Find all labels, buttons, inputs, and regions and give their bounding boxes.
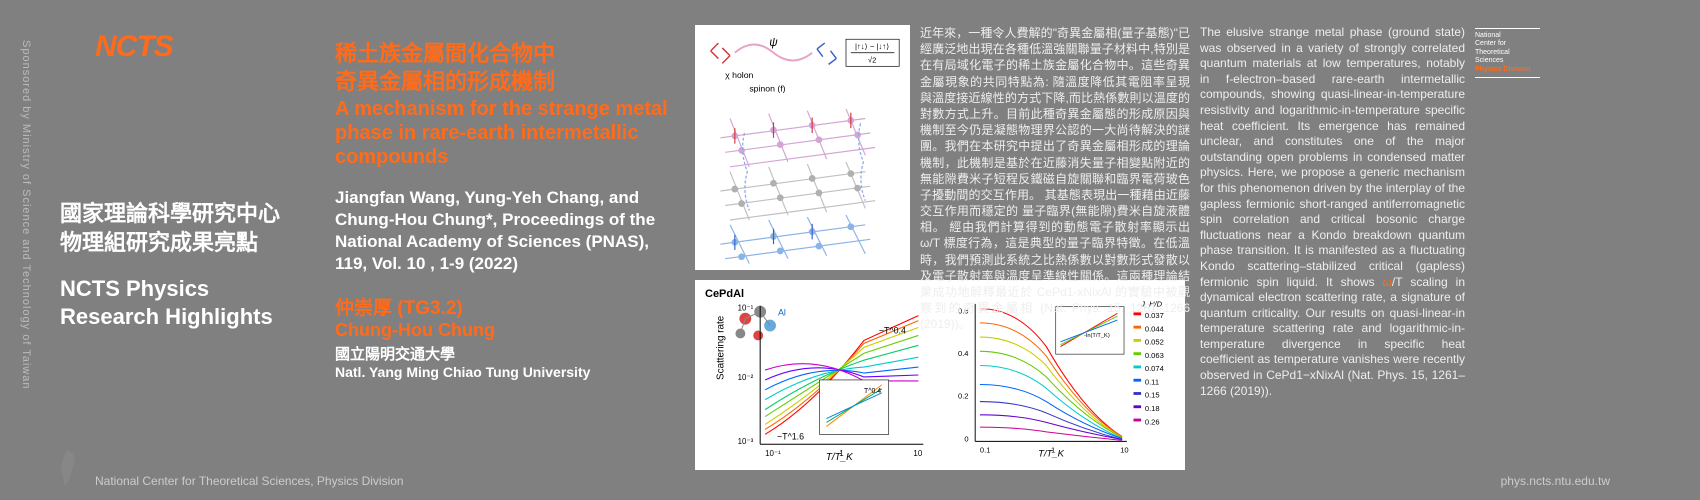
plot-panel-a: CePdAl Al Scattering rate T/T_K 10⁻¹ 10⁻… <box>701 286 938 464</box>
pi-name-en: Chung-Hou Chung <box>335 320 675 341</box>
ncts-badge: National Center for Theoretical Sciences… <box>1475 28 1540 78</box>
title-en: A mechanism for the strange metal phase … <box>335 97 675 169</box>
svg-text:0.11: 0.11 <box>1145 377 1159 386</box>
ncts-logo: NCTS <box>95 30 173 64</box>
svg-text:√2: √2 <box>868 55 877 64</box>
authors-citation: Jiangfan Wang, Yung-Yeh Chang, and Chung… <box>335 187 675 275</box>
svg-text:0.18: 0.18 <box>1145 404 1160 413</box>
org-name-en: NCTS Physics Research Highlights <box>60 275 330 330</box>
taiwan-icon <box>55 448 85 488</box>
svg-text:10⁻²: 10⁻² <box>738 373 754 382</box>
affiliation-en: Natl. Yang Ming Chiao Tung University <box>335 364 675 380</box>
title-zh: 稀土族金屬間化合物中 奇異金屬相的形成機制 <box>335 40 675 95</box>
svg-text:0.052: 0.052 <box>1145 338 1164 347</box>
organization-block: 國家理論科學研究中心 物理組研究成果亮點 NCTS Physics Resear… <box>60 200 330 330</box>
svg-text:0.26: 0.26 <box>1145 417 1160 426</box>
svg-text:Scattering rate: Scattering rate <box>716 315 727 380</box>
svg-text:~T^1.6: ~T^1.6 <box>777 431 804 441</box>
svg-text:0.2: 0.2 <box>958 392 969 401</box>
svg-text:10⁻¹: 10⁻¹ <box>765 449 781 458</box>
figure-schematic: ψ |↑↓⟩ − |↓↑⟩ √2 χ holon spinon (f) <box>695 25 910 270</box>
org-name-zh: 國家理論科學研究中心 物理組研究成果亮點 <box>60 200 330 257</box>
footer-org: National Center for Theoretical Sciences… <box>95 474 404 488</box>
svg-text:10: 10 <box>913 449 922 458</box>
svg-text:1: 1 <box>839 449 844 458</box>
title-block: 稀土族金屬間化合物中 奇異金屬相的形成機制 A mechanism for th… <box>335 40 675 380</box>
svg-text:ψ: ψ <box>769 36 778 49</box>
svg-text:0.15: 0.15 <box>1145 391 1160 400</box>
svg-text:10⁻¹: 10⁻¹ <box>738 304 754 313</box>
svg-text:10⁻³: 10⁻³ <box>738 437 754 446</box>
svg-text:χ holon: χ holon <box>725 70 753 80</box>
svg-text:-ln(T/T_K): -ln(T/T_K) <box>1084 333 1110 339</box>
svg-text:0.1: 0.1 <box>980 446 991 455</box>
affiliation-zh: 國立陽明交通大學 <box>335 343 675 364</box>
svg-text:0: 0 <box>964 434 968 443</box>
svg-text:|↑↓⟩ − |↓↑⟩: |↑↓⟩ − |↓↑⟩ <box>855 42 889 51</box>
svg-text:0.074: 0.074 <box>1145 364 1164 373</box>
svg-text:Al: Al <box>778 308 786 318</box>
svg-text:1: 1 <box>1051 446 1055 455</box>
svg-text:spinon (f): spinon (f) <box>749 83 785 93</box>
svg-text:~T^0.4: ~T^0.4 <box>879 325 906 335</box>
svg-text:10: 10 <box>1120 446 1128 455</box>
footer-url: phys.ncts.ntu.edu.tw <box>1501 474 1610 488</box>
svg-text:0.063: 0.063 <box>1145 351 1164 360</box>
svg-text:T^0.4: T^0.4 <box>864 388 881 395</box>
sponsor-text: Sponsored by Ministry of Science and Tec… <box>20 40 32 390</box>
abstract-zh: 近年來，一種令人費解的"奇異金屬相(量子基態)"已經廣泛地出現在各種低溫強關聯量… <box>920 25 1190 333</box>
abstract-en: The elusive strange metal phase (ground … <box>1200 25 1465 399</box>
svg-text:0.4: 0.4 <box>958 349 969 358</box>
pi-name-zh: 仲崇厚 (TG3.2) <box>335 293 675 320</box>
